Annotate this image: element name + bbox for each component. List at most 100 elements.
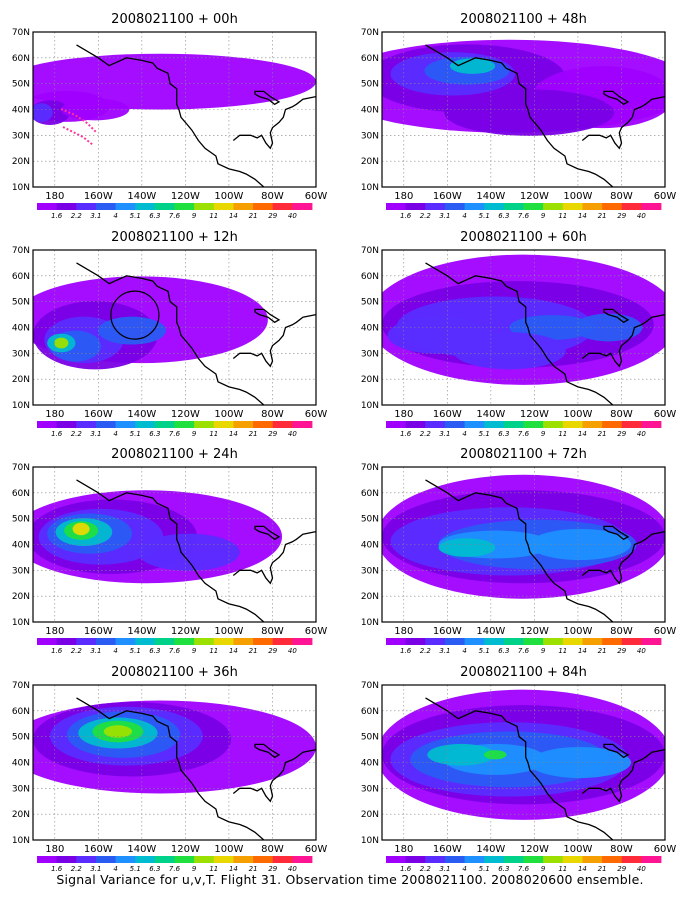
great-lakes [603, 525, 630, 541]
variance-contour [529, 529, 632, 560]
lon-tick-label: 120W [171, 191, 200, 202]
colorbar-label: 14 [578, 865, 587, 873]
lat-tick-label: 70N [361, 463, 379, 473]
lat-tick-label: 30N [12, 131, 30, 141]
lon-tick-label: 140W [476, 844, 505, 855]
colorbar-label: 4 [113, 647, 117, 655]
lon-tick-label: 180 [45, 844, 64, 855]
coastline-west [425, 479, 614, 622]
colorbar-swatch [386, 203, 407, 210]
colorbar-swatch [503, 638, 524, 645]
colorbar-label: 7.6 [169, 865, 181, 873]
colorbar-swatch [253, 638, 274, 645]
coastline-east [232, 748, 316, 803]
colorbar-swatch [386, 638, 407, 645]
colorbar-swatch [386, 856, 407, 863]
lon-tick-label: 120W [520, 191, 549, 202]
colorbar-swatch [194, 421, 215, 428]
map-panel: 2008021100 + 60h 70N 60N 50N 40N 30N 20N 10N 180… [361, 230, 677, 438]
colorbar-label: 40 [288, 865, 297, 873]
colorbar-label: 2.2 [71, 865, 83, 873]
lon-tick-label: 180 [394, 844, 413, 855]
colorbar-label: 29 [617, 430, 626, 438]
colorbar-label: 2.2 [420, 212, 432, 220]
panel-title: 2008021100 + 12h [111, 230, 238, 245]
map-panel: 2008021100 + 00h 70N 60N 50N 40N 30N 20N 10N 180… [12, 12, 328, 220]
colorbar-swatch [194, 203, 215, 210]
lon-tick-label: 60W [305, 626, 328, 637]
variance-contour [54, 337, 69, 349]
lon-tick-label: 80W [610, 626, 633, 637]
lon-tick-label: 160W [84, 626, 113, 637]
lat-tick-label: 60N [12, 272, 30, 282]
colorbar-swatch [464, 203, 485, 210]
colorbar-swatch [213, 638, 234, 645]
lon-tick-label: 100W [563, 409, 592, 420]
lat-tick-label: 50N [12, 515, 30, 525]
lon-tick-label: 100W [563, 191, 592, 202]
lon-tick-label: 140W [127, 626, 156, 637]
flight-track [62, 126, 94, 146]
coastline [425, 262, 665, 405]
lat-tick-label: 20N [361, 375, 379, 385]
lat-tick-label: 30N [12, 784, 30, 794]
lat-tick-label: 60N [361, 707, 379, 717]
lon-tick-label: 60W [654, 191, 677, 202]
colorbar-label: 29 [617, 647, 626, 655]
lat-tick-label: 10N [12, 401, 30, 411]
colorbar-swatch [523, 638, 544, 645]
colorbar-swatch [425, 421, 446, 428]
coastline-west [76, 479, 265, 622]
variance-contour [33, 103, 53, 122]
variance-contour [61, 98, 130, 121]
colorbar-swatch [272, 638, 293, 645]
colorbar-swatch [562, 856, 583, 863]
colorbar-label: 40 [637, 212, 646, 220]
map-panel: 2008021100 + 84h 70N 60N 50N 40N 30N 20N 10N 180… [361, 665, 677, 873]
colorbar-label: 1.6 [400, 212, 412, 220]
colorbar-swatch [503, 421, 524, 428]
colorbar-label: 40 [637, 865, 646, 873]
lat-tick-label: 20N [361, 592, 379, 602]
colorbar-label: 3.1 [90, 430, 101, 438]
colorbar-swatch [253, 856, 274, 863]
colorbar-label: 29 [617, 212, 626, 220]
colorbar-swatch [641, 203, 662, 210]
great-lakes [603, 90, 630, 106]
lat-tick-label: 40N [361, 324, 379, 334]
colorbar-swatch [523, 856, 544, 863]
colorbar-label: 5.1 [130, 430, 141, 438]
lon-tick-label: 160W [433, 191, 462, 202]
colorbar-label: 21 [249, 430, 258, 438]
colorbar-label: 9 [192, 865, 197, 873]
coastline-west [425, 697, 614, 840]
colorbar-swatch [95, 638, 116, 645]
lon-tick-label: 140W [476, 409, 505, 420]
variance-contour [137, 533, 240, 571]
colorbar-label: 5.1 [479, 430, 490, 438]
colorbar-swatch [621, 203, 642, 210]
colorbar-label: 9 [541, 647, 546, 655]
lon-tick-label: 180 [45, 626, 64, 637]
observation-circle [110, 290, 160, 340]
lat-tick-label: 70N [12, 681, 30, 691]
variance-contour [33, 53, 316, 110]
colorbar-swatch [76, 203, 97, 210]
colorbar-swatch [621, 421, 642, 428]
lon-tick-label: 120W [520, 844, 549, 855]
lon-tick-label: 180 [394, 191, 413, 202]
colorbar-swatch [523, 203, 544, 210]
variance-contour [427, 743, 496, 766]
colorbar-swatch [464, 856, 485, 863]
colorbar-swatch [523, 421, 544, 428]
colorbar-label: 4 [462, 865, 466, 873]
colorbar-label: 6.3 [498, 647, 509, 655]
colorbar-swatch [95, 421, 116, 428]
colorbar-swatch [582, 856, 603, 863]
coastline-east [581, 748, 665, 803]
lat-tick-label: 30N [361, 131, 379, 141]
colorbar-label: 6.3 [149, 212, 160, 220]
colorbar-swatch [213, 203, 234, 210]
colorbar-swatch [253, 421, 274, 428]
